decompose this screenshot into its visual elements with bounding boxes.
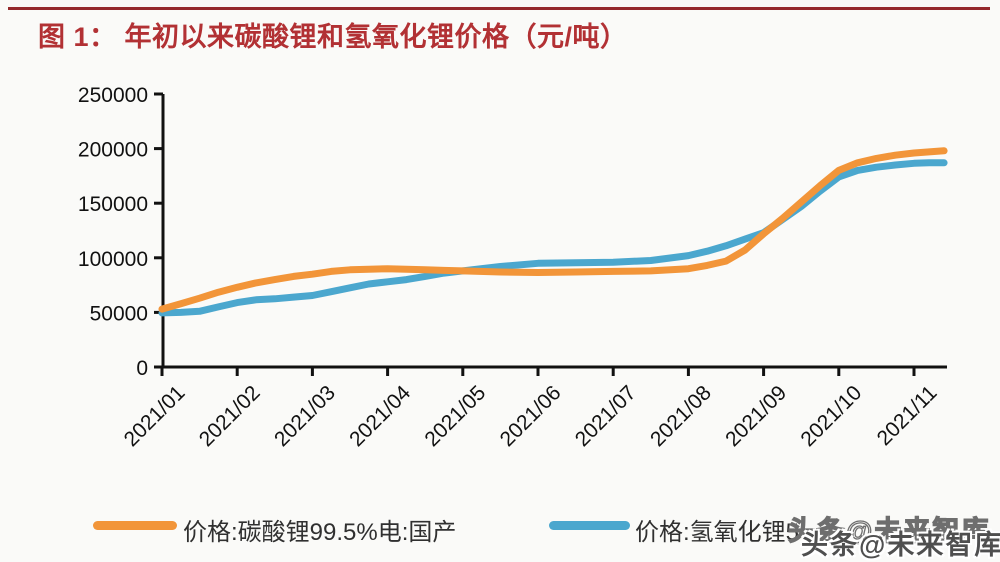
x-tick-label: 2021/03	[270, 381, 340, 451]
legend-label-lithium-carbonate: 价格:碳酸锂99.5%电:国产	[183, 519, 457, 546]
x-tick-label: 2021/06	[496, 381, 566, 451]
legend-swatch-lithium-carbonate	[93, 521, 177, 530]
x-tick-label: 2021/08	[646, 381, 716, 451]
figure-title: 图 1： 年初以来碳酸锂和氢氧化锂价格（元/吨）	[38, 22, 628, 52]
series-line	[158, 159, 948, 317]
y-axis-ticks: 0 50000 100000 150000 200000 250000	[78, 84, 163, 380]
watermark: 头条@未来智库	[801, 530, 1000, 560]
y-tick-label: 200000	[78, 139, 148, 162]
y-tick-label: 50000	[90, 302, 148, 325]
x-tick-label: 2021/01	[120, 381, 190, 451]
watermark-outline-copy: 头条@未来智库	[787, 515, 991, 546]
series-line	[158, 147, 948, 313]
series-lines	[158, 147, 948, 317]
y-tick-label: 150000	[78, 193, 148, 216]
x-tick-label: 2021/05	[420, 381, 490, 451]
x-tick-label: 2021/04	[345, 381, 415, 451]
y-tick-label: 100000	[78, 248, 148, 271]
x-tick-label: 2021/11	[873, 381, 942, 450]
x-tick-label: 2021/07	[571, 381, 641, 451]
legend-swatch-lithium-hydroxide	[549, 521, 630, 530]
x-tick-label: 2021/09	[721, 381, 791, 451]
x-tick-label: 2021/02	[195, 381, 265, 451]
x-axis-ticks: 2021/01 2021/02 2021/03 2021/04 2021/05 2021/…	[120, 367, 942, 451]
y-tick-label: 0	[136, 357, 148, 380]
title-rule	[8, 7, 990, 10]
axes	[161, 94, 947, 369]
y-tick-label: 250000	[78, 84, 148, 107]
legend-label-lithium-hydroxide: 价格:氢氧化锂5	[635, 519, 800, 546]
x-tick-label: 2021/10	[796, 381, 866, 451]
